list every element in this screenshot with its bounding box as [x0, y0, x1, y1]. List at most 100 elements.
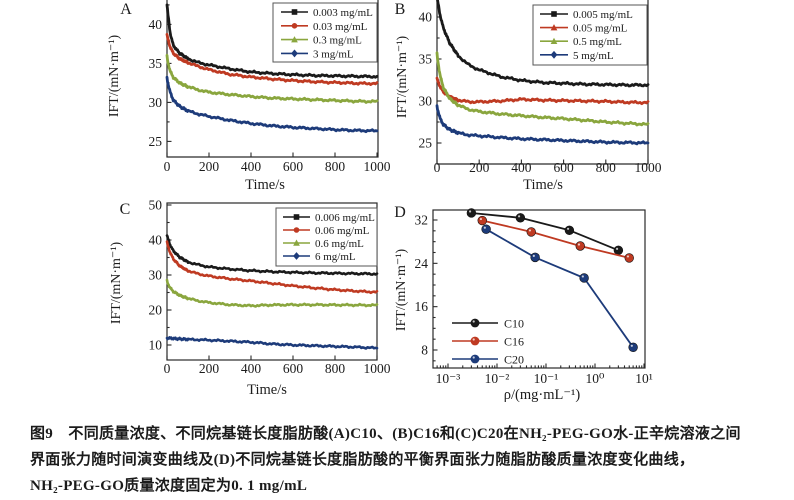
panel-c-curve-3: [165, 336, 379, 350]
panel-c-label: C: [120, 201, 131, 218]
panel-d-point-marker-icon: [613, 245, 624, 256]
panel-b-legend-triangle-marker-icon: [550, 37, 558, 44]
panel-b-curve-0: [436, 0, 650, 88]
panel-d-ytick-label: 8: [421, 343, 428, 358]
panel-d-point-marker-icon: [564, 225, 575, 235]
panel-b-legend-diamond-marker-icon: [550, 50, 558, 59]
panel-c-legend-circle-marker-icon: [293, 227, 300, 233]
panel-d-point-marker-icon: [628, 342, 638, 352]
panel-b-xtick-label: 800: [596, 160, 617, 175]
panel-c-xtick-label: 400: [241, 361, 262, 376]
panel-c-xtick-label: 200: [199, 361, 220, 376]
panel-b-ytick-label: 35: [419, 52, 433, 67]
panel-c-ytick-label: 30: [149, 268, 163, 283]
panel-d-point-marker-icon: [579, 273, 589, 283]
panel-c-tick-labels: 10 20 30 40 50 0 200 400 600 800 1000: [149, 198, 391, 377]
panel-b-curve-1: [435, 76, 650, 106]
panel-c-curve-2: [165, 278, 379, 308]
caption-line-1: 图9 不同质量浓度、不同烷基链长度脂肪酸(A)C10、(B)C16和(C)C20…: [30, 426, 741, 442]
panel-c-legend-square-marker-icon: [293, 214, 300, 220]
panel-c-ytick-label: 10: [149, 338, 163, 353]
panel-c-ytick-label: 50: [149, 198, 163, 213]
panel-d-curve-1: [481, 219, 630, 259]
panel-a-legend-square-marker-icon: [291, 9, 298, 15]
panel-d-ticks: [433, 219, 645, 368]
panel-a-xtick-label: 1000: [364, 159, 391, 174]
panel-d-axes: [432, 209, 646, 369]
panel-a-xtick-label: 800: [325, 159, 346, 174]
panel-a-legend-circle-marker-icon: [291, 23, 298, 29]
panel-b-xtick-label: 400: [511, 160, 532, 175]
panel-a-legend-label: 3 mg/mL: [313, 48, 354, 60]
panel-c-chart: 10 20 30 40 50 0 200 400 600 800 1000 C Time/s IFT/(m…: [109, 198, 391, 399]
panel-b-curve-3: [435, 104, 650, 146]
panel-d-series: [466, 208, 638, 352]
panel-b-legend-label: 0.5 mg/mL: [573, 36, 622, 48]
panel-d-xtick-label: 10¹: [635, 371, 653, 386]
panel-d-point-marker-icon: [624, 253, 634, 263]
panel-d-label: D: [394, 204, 406, 221]
panel-d-point-marker-icon: [526, 227, 536, 237]
figure-caption: 图9 不同质量浓度、不同烷基链长度脂肪酸(A)C10、(B)C16和(C)C20…: [30, 421, 775, 499]
panel-d-legend-label: C10: [504, 316, 524, 330]
panel-a-xtick-label: 600: [283, 159, 304, 174]
panel-d-xtick-label: 10⁻³: [436, 371, 461, 386]
panel-c-xtick-label: 1000: [364, 361, 391, 376]
panel-d-xtick-label: 10⁰: [586, 371, 606, 386]
panel-a-ytick-label: 25: [149, 134, 163, 149]
panel-b-xtick-label: 1000: [635, 160, 662, 175]
panel-c-legend-label: 0.06 mg/mL: [315, 225, 370, 237]
caption-line-3: NH₂-PEG-GO质量浓度固定为0. 1 mg/mL: [30, 478, 308, 494]
panel-d-legend: C10 C16 C20: [452, 316, 524, 366]
panel-d-legend-circle-marker-icon: [470, 318, 480, 328]
panel-b-legend-label: 0.005 mg/mL: [573, 9, 633, 21]
panel-a-curve-0: [165, 3, 379, 79]
panel-c-ytick-label: 40: [149, 233, 163, 248]
panel-a-legend-label: 0.003 mg/mL: [313, 7, 373, 19]
panel-a-legend-label: 0.3 mg/mL: [313, 35, 362, 47]
panel-d-curve-0: [471, 212, 619, 252]
panel-c-legend-diamond-marker-icon: [293, 252, 300, 260]
panel-a-legend-diamond-marker-icon: [291, 49, 298, 58]
panel-d-legend-label: C20: [504, 352, 524, 366]
panel-b-legend-label: 5 mg/mL: [573, 50, 614, 62]
panel-d-point-marker-icon: [575, 241, 585, 251]
panel-b-ytick-label: 25: [419, 136, 433, 151]
panel-a-legend-label: 0.03 mg/mL: [313, 21, 368, 33]
panel-b-legend: 0.005 mg/mL 0.05 mg/mL0.5 mg/mL 5 mg/mL: [532, 4, 648, 66]
panel-d-xtick-label: 10⁻²: [485, 371, 510, 386]
panel-c-xtick-label: 800: [325, 361, 346, 376]
panel-d-curve-2: [485, 228, 634, 348]
panel-d-xtick-label: 10⁻¹: [534, 371, 559, 386]
panel-b-legend-triangle-marker-icon: [550, 24, 558, 31]
panel-c-ytick-label: 20: [149, 303, 163, 318]
panel-b-legend-label: 0.05 mg/mL: [573, 23, 628, 35]
panel-c-legend-label: 0.6 mg/mL: [315, 238, 364, 250]
panel-a-ytick-label: 30: [149, 95, 163, 110]
panel-a-x-axis-title: Time/s: [245, 177, 285, 193]
panel-a-xtick-label: 400: [241, 159, 262, 174]
panel-c-xtick-label: 600: [283, 361, 304, 376]
panel-b-xtick-label: 0: [434, 160, 441, 175]
panel-d-x-axis-title: ρ/(mg·mL⁻¹): [504, 387, 581, 403]
panel-b-xtick-label: 600: [553, 160, 574, 175]
panel-b-ytick-label: 40: [419, 10, 433, 25]
panel-a-ytick-label: 40: [149, 17, 163, 32]
panel-d-ytick-label: 24: [415, 256, 429, 271]
panel-b-label: B: [395, 1, 406, 18]
panel-b-series: [435, 0, 650, 146]
panel-d-point-marker-icon: [477, 215, 487, 226]
panel-c-legend-triangle-marker-icon: [293, 239, 300, 246]
panel-c-curve-0: [165, 234, 379, 276]
panel-a-legend: 0.003 mg/mL 0.03 mg/mL 0.3 mg/mL3 mg/mL: [272, 2, 378, 63]
panel-d-chart: 8 16 24 32 10⁻³ 10⁻² 10⁻¹ 10⁰ 10¹ Dρ/(mg·mL⁻¹) IFT…: [394, 204, 653, 403]
panel-c-legend-label: 0.006 mg/mL: [315, 212, 375, 224]
panel-a-series: [165, 3, 379, 134]
panel-a-legend-triangle-marker-icon: [291, 36, 298, 43]
panel-c-xtick-label: 0: [164, 361, 171, 376]
panel-b-y-axis-title: IFT/(mN·m⁻¹): [395, 35, 410, 118]
panel-b-x-axis-title: Time/s: [523, 177, 563, 193]
